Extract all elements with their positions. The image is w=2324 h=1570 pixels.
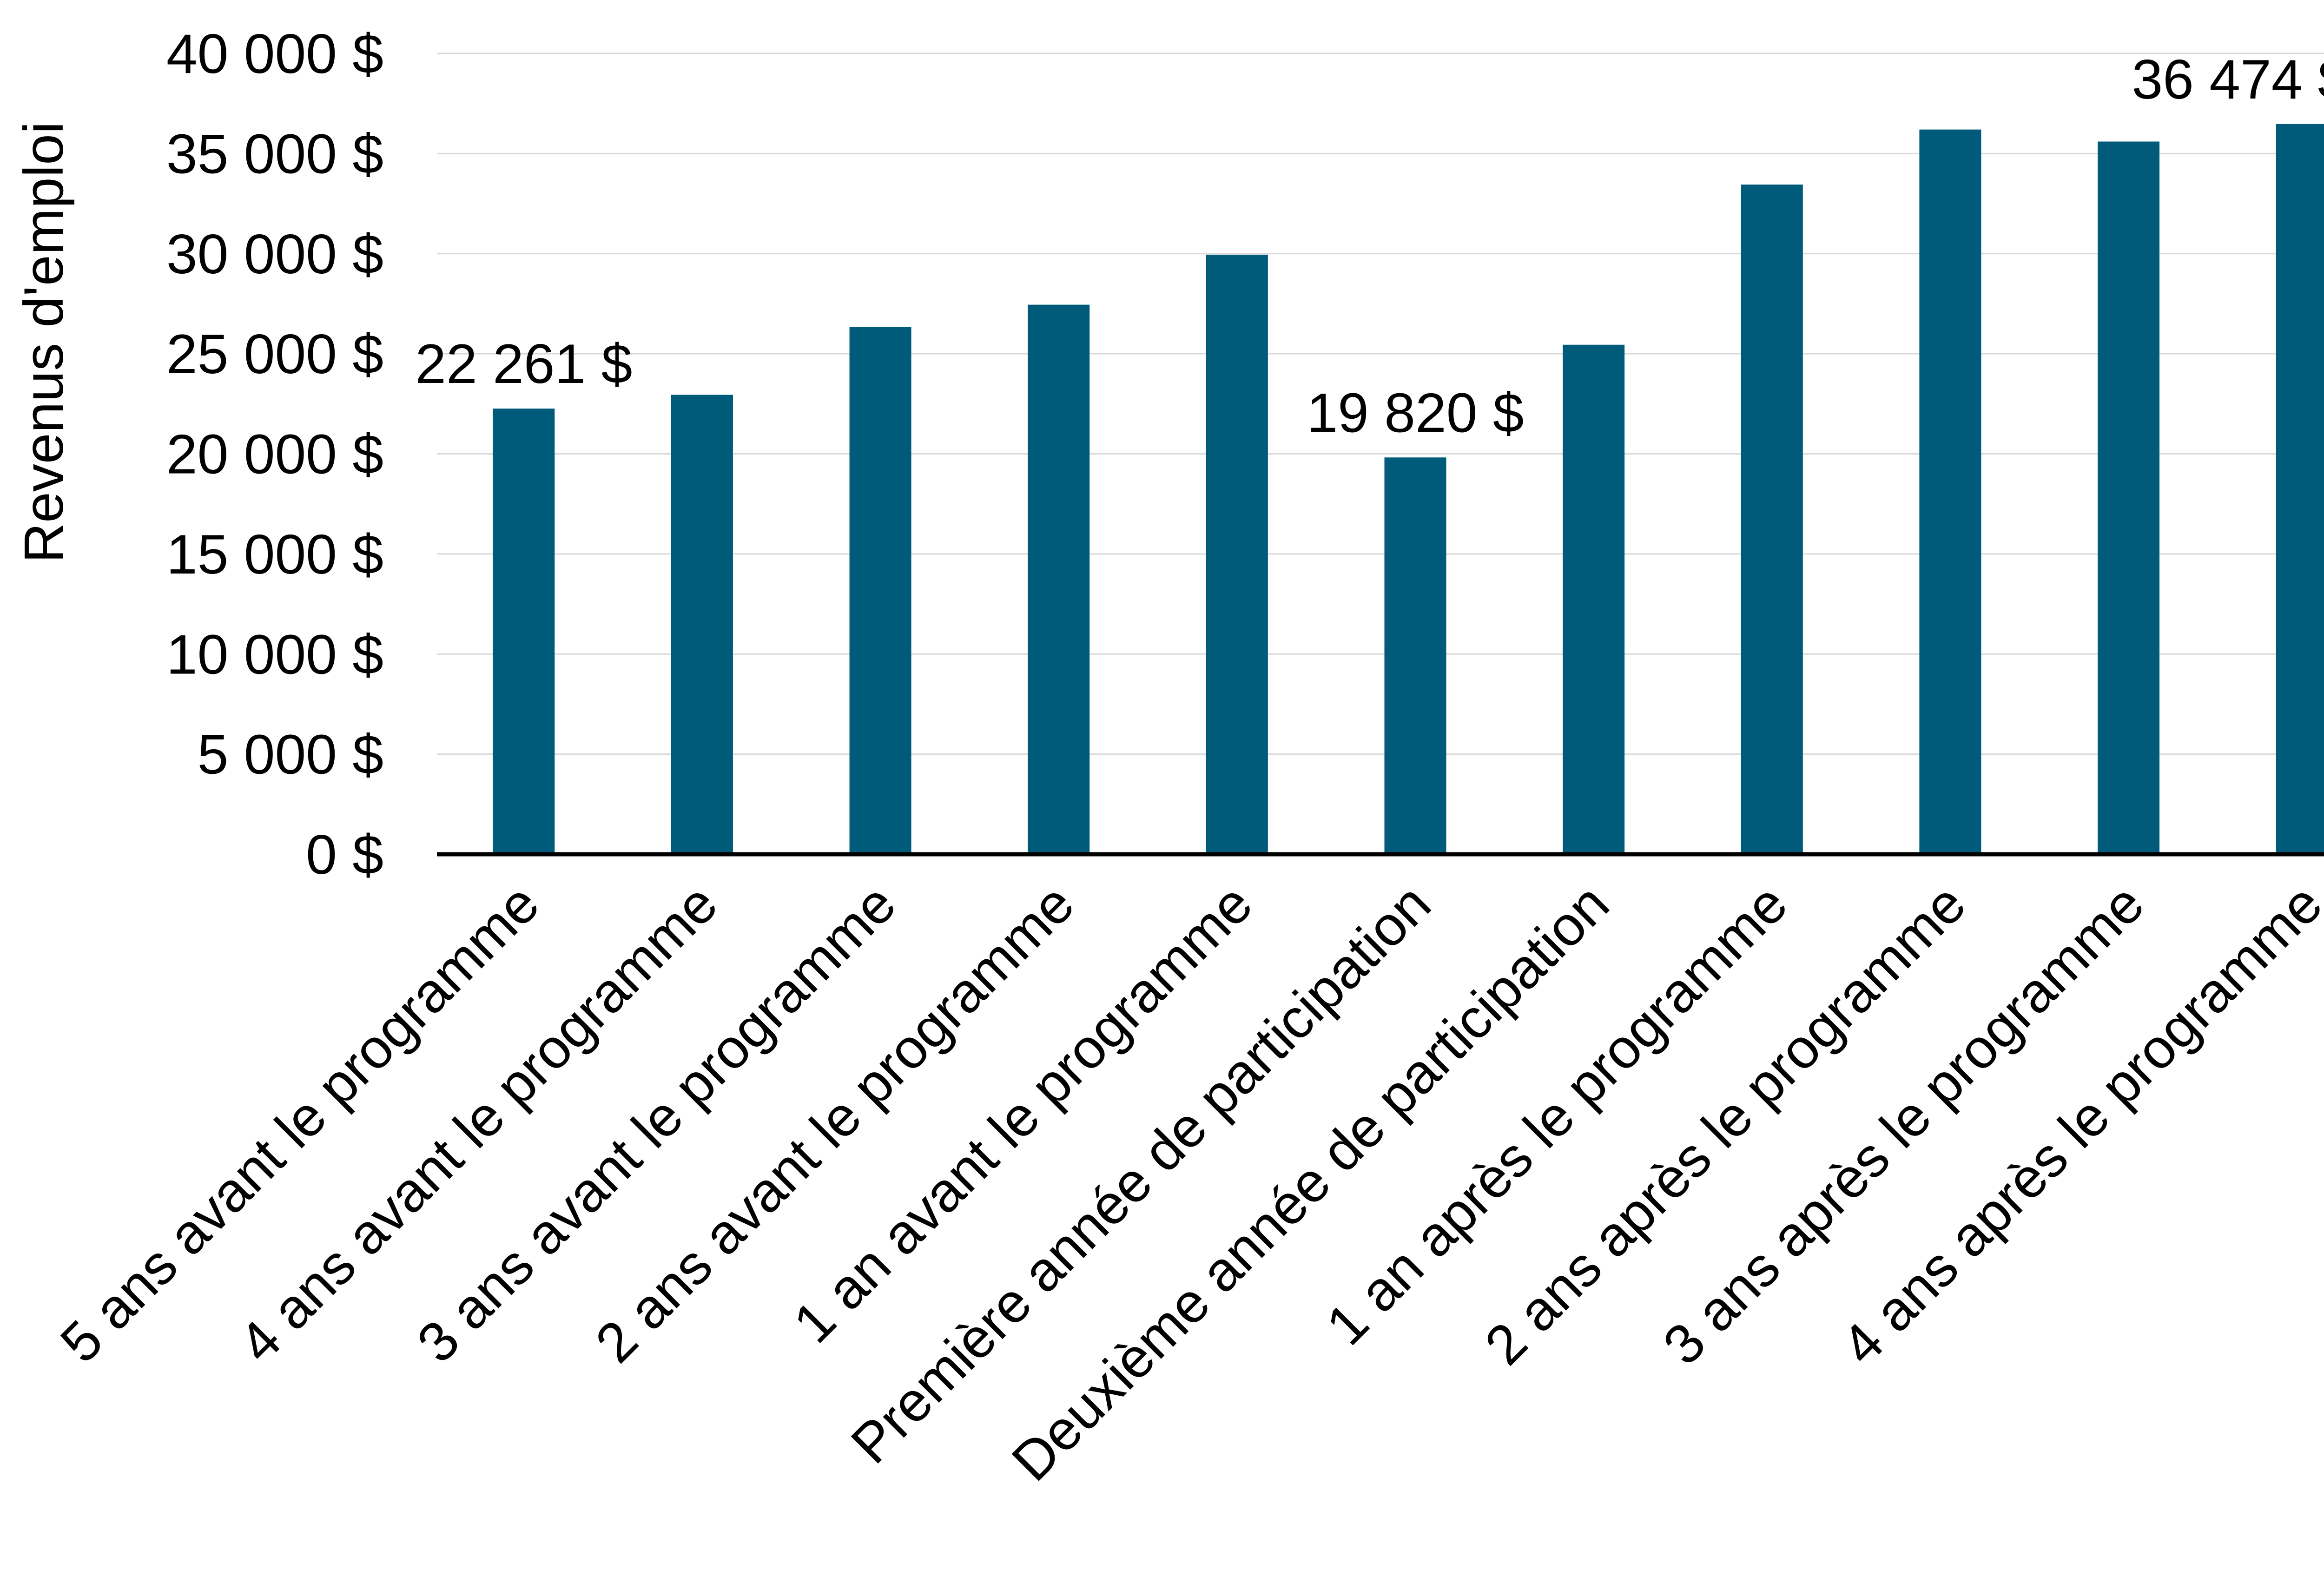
bar (849, 326, 911, 854)
y-tick-label: 10 000 $ (166, 623, 383, 686)
bar (1741, 185, 1803, 854)
y-tick-label: 35 000 $ (166, 123, 383, 185)
y-tick-label: 30 000 $ (166, 223, 383, 285)
y-axis-ticks: 0 $ 5 000 $ 10 000 $ 15 000 $ 20 000 $ 25 000… (166, 23, 383, 886)
bar (1919, 129, 1981, 854)
bar (1206, 254, 1268, 854)
y-tick-label: 0 $ (306, 824, 383, 886)
y-tick-label: 25 000 $ (166, 323, 383, 385)
data-label: 22 261 $ (415, 333, 632, 395)
y-tick-label: 15 000 $ (166, 523, 383, 586)
y-tick-label: 20 000 $ (166, 423, 383, 486)
bar (1563, 344, 1625, 855)
data-labels: 22 261 $ 19 820 $ 36 474 $ (415, 48, 2324, 444)
bar (671, 395, 733, 854)
bar (2098, 141, 2160, 854)
data-label: 19 820 $ (1307, 382, 1524, 444)
bar (1384, 457, 1446, 854)
bar (1028, 304, 1090, 854)
y-tick-label: 40 000 $ (166, 23, 383, 85)
data-label: 36 474 $ (2132, 48, 2324, 111)
y-tick-label: 5 000 $ (198, 724, 383, 786)
bar (493, 409, 555, 854)
bars (493, 124, 2324, 855)
bar (2276, 124, 2324, 854)
y-axis-title: Revenus d'emploi (13, 121, 75, 563)
